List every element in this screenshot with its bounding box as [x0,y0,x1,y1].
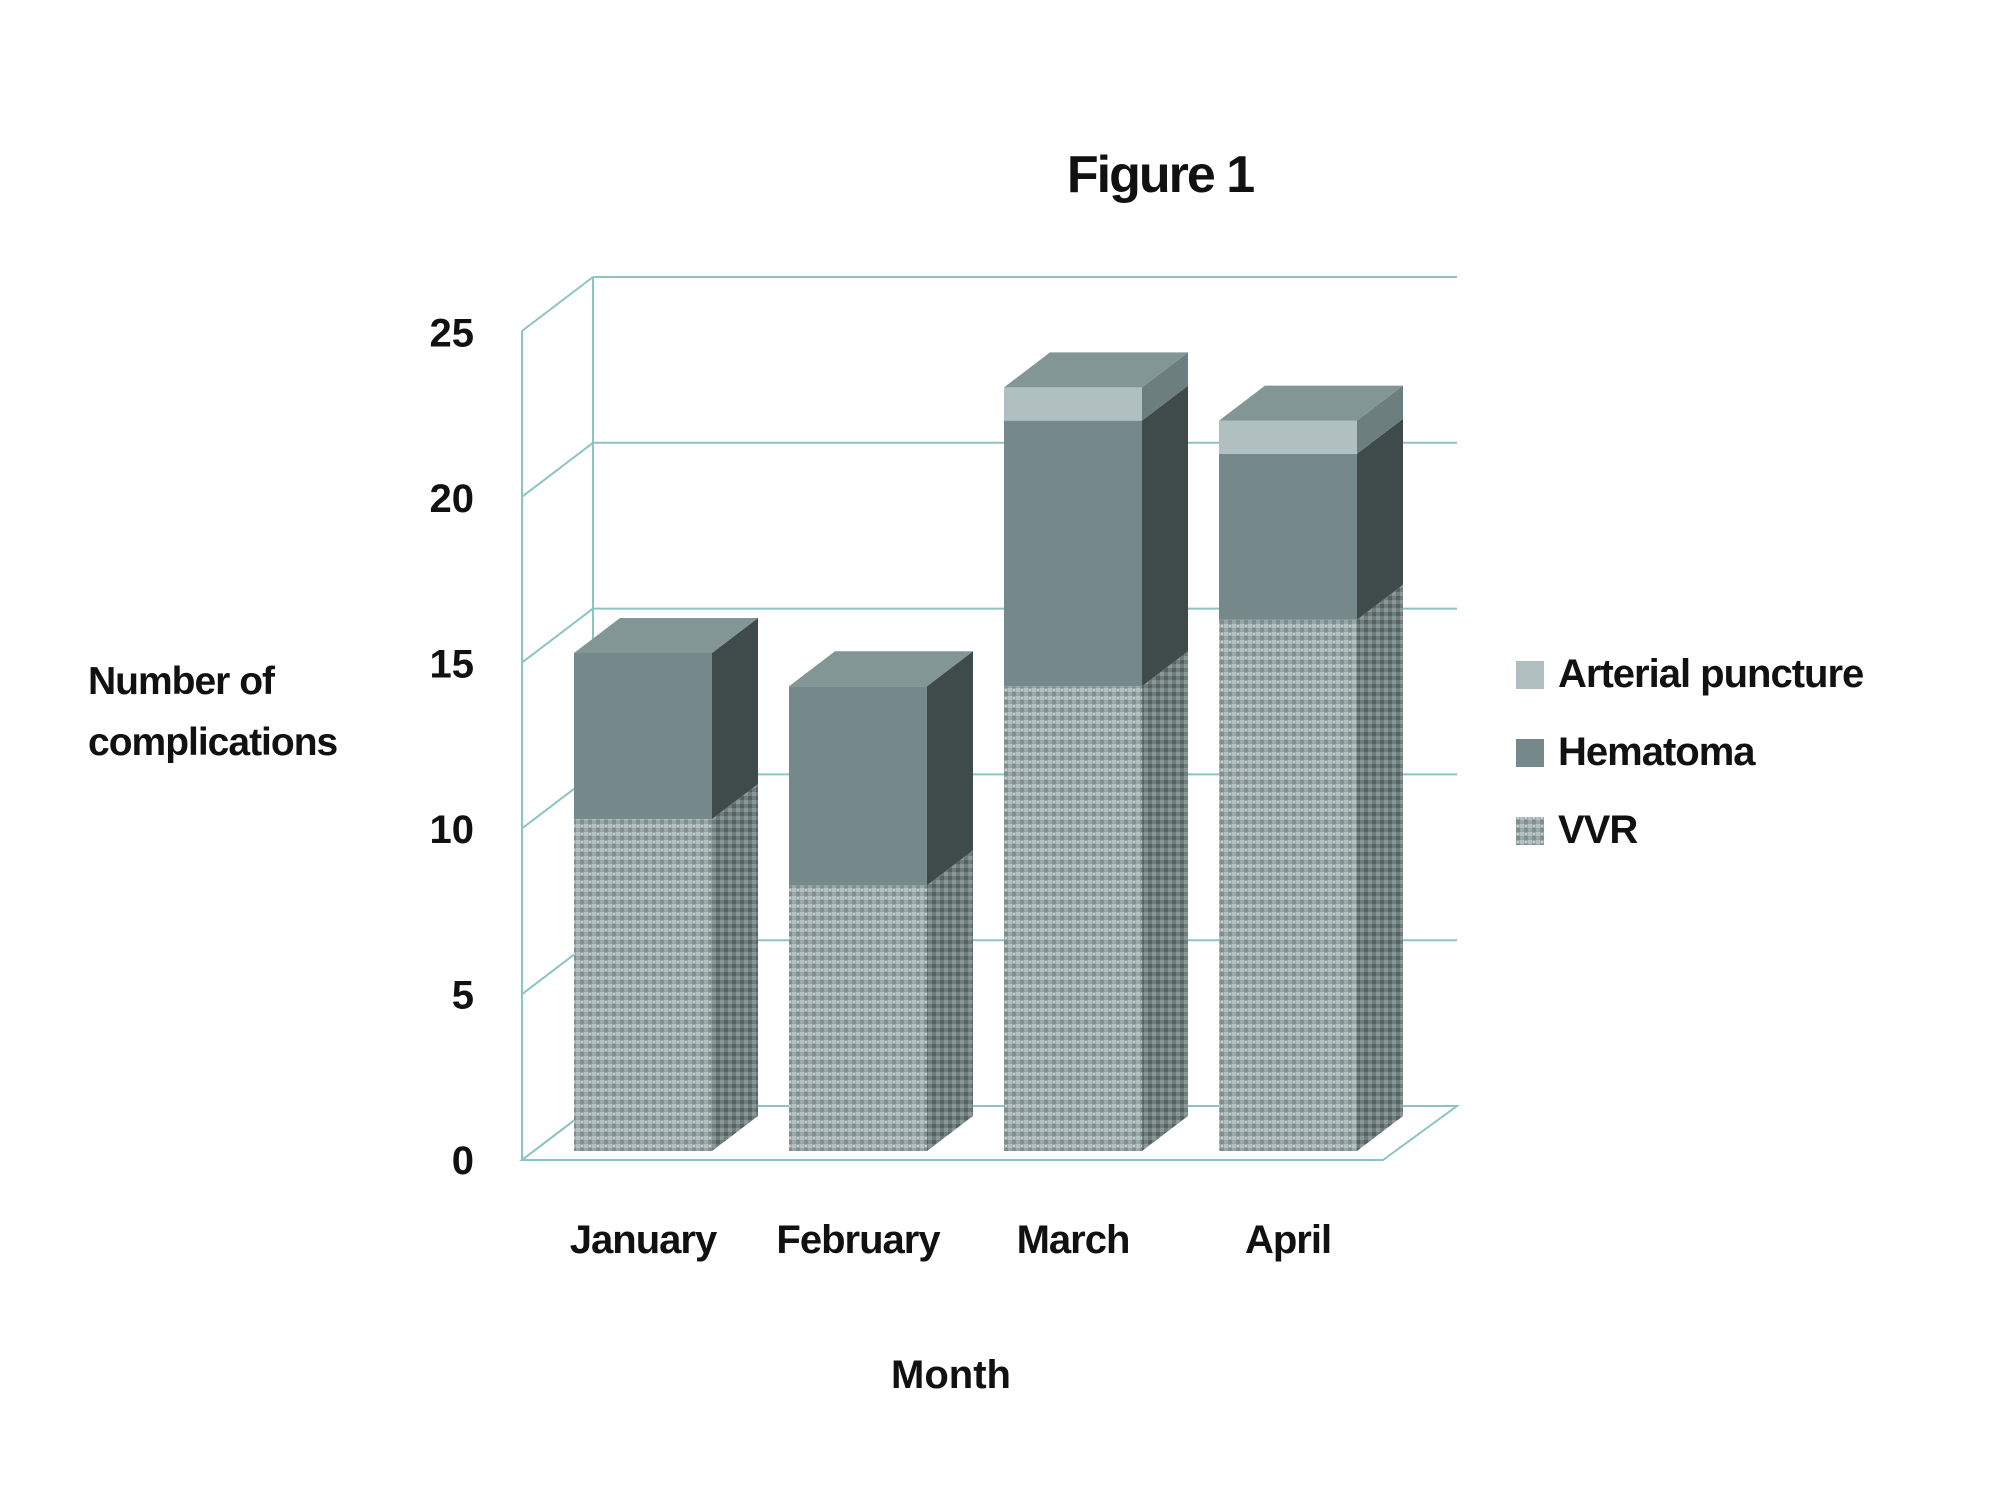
bar-top [574,618,758,653]
bar-segment-arterial-puncture [1219,420,1357,454]
y-axis-label-line2: complications [88,721,338,764]
legend-label: VVR [1558,808,1638,852]
bar-march [1004,352,1188,1151]
bar-side-hematoma [927,651,973,886]
legend: Arterial puncture Hematoma VVR [1516,652,1864,852]
bar-side-arterial-puncture [1142,352,1188,421]
bar-segment-hematoma [789,686,927,886]
bar-segment-hematoma [1219,453,1357,620]
x-tick-label: January [570,1218,718,1262]
legend-label: Hematoma [1558,730,1756,774]
legend-label: Arterial puncture [1558,652,1863,696]
y-tick-labels: 0 5 10 15 20 25 [430,312,475,1184]
bar-top [789,651,973,687]
bar-segment-vvr [1219,619,1357,1151]
legend-swatch [1516,817,1544,845]
y-tick-label: 20 [430,477,475,521]
bar-side-vvr [712,784,758,1151]
bar-side-vvr [1142,651,1188,1151]
y-tick-label: 25 [430,312,475,356]
bar-february [789,651,973,1151]
bar-side-vvr [1357,584,1403,1151]
bar-side-arterial-puncture [1357,385,1403,454]
floor [519,1105,1461,1161]
x-tick-label: February [776,1218,941,1262]
bar-segment-arterial-puncture [1004,387,1142,421]
x-tick-labels: January February March April [570,1218,1332,1262]
x-tick-label: April [1245,1218,1331,1262]
y-tick-label: 5 [452,974,474,1018]
y-tick-label: 15 [430,643,475,687]
bar-april [1219,385,1403,1151]
bar-top [1004,352,1188,388]
y-axis-label-line1: Number of [88,660,276,703]
bar-side-hematoma [1357,418,1403,620]
x-tick-label: March [1017,1218,1130,1262]
gridline-side [521,442,594,498]
bar-segment-vvr [574,819,712,1151]
bar-side-vvr [927,850,973,1151]
gridline-side [521,607,594,664]
bar-segment-hematoma [1004,420,1142,687]
bar-january [574,618,758,1151]
bar-segment-vvr [1004,686,1142,1151]
legend-swatch [1516,661,1544,689]
bars [574,352,1403,1151]
bar-side-hematoma [712,618,758,819]
y-tick-label: 0 [452,1139,474,1183]
chart-title: Figure 1 [1067,146,1254,204]
bar-side-hematoma [1142,385,1188,687]
gridline-side [521,276,594,332]
legend-swatch [1516,739,1544,767]
bar-segment-hematoma [574,653,712,819]
x-axis-label: Month [891,1353,1011,1397]
bar-segment-vvr [789,885,927,1151]
y-tick-label: 10 [430,808,475,852]
bar-top [1219,385,1403,421]
